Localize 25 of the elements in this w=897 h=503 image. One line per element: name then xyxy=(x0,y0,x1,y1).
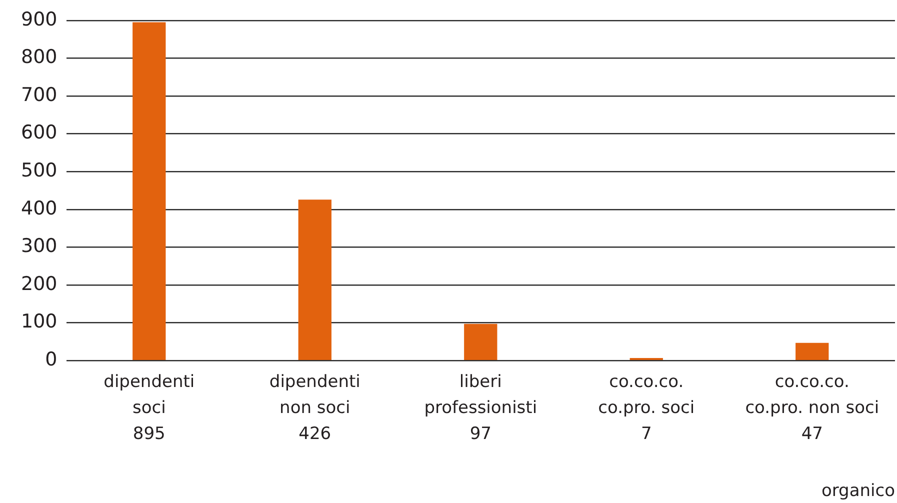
y-tick-label: 300 xyxy=(21,235,58,258)
data-label: 97 xyxy=(470,424,492,444)
x-axis-title: organico xyxy=(821,481,895,502)
x-tick-label: dipendenti non soci xyxy=(269,372,360,418)
y-tick-label: 600 xyxy=(21,122,58,144)
y-tick-label: 200 xyxy=(21,272,58,295)
y-tick-label: 900 xyxy=(21,8,58,30)
data-label: 426 xyxy=(298,424,332,444)
y-tick-label: 400 xyxy=(21,197,58,220)
data-label: 47 xyxy=(801,424,823,444)
y-tick-label: 800 xyxy=(21,46,58,68)
y-tick-label: 500 xyxy=(21,160,58,182)
bar xyxy=(298,200,332,360)
data-label: 895 xyxy=(132,424,166,444)
bar xyxy=(132,22,166,360)
y-tick-label: 100 xyxy=(21,310,58,333)
x-tick-label: co.co.co. co.pro. non soci xyxy=(745,372,880,418)
bar xyxy=(464,324,498,360)
x-tick-label: dipendenti soci xyxy=(104,372,195,418)
y-tick-label: 0 xyxy=(45,348,58,371)
y-tick-label: 700 xyxy=(21,84,58,106)
data-label: 7 xyxy=(640,424,652,444)
bar xyxy=(796,342,829,360)
x-tick-label: co.co.co. co.pro. soci xyxy=(598,372,695,418)
x-tick-label: liberi professionisti xyxy=(424,372,538,418)
